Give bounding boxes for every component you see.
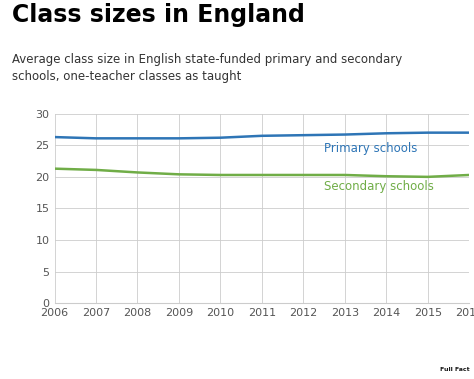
- Text: Secondary schools: Secondary schools: [324, 180, 434, 193]
- Text: Average class size in English state-funded primary and secondary
schools, one-te: Average class size in English state-fund…: [12, 53, 402, 83]
- Polygon shape: [410, 312, 472, 377]
- Text: Full Fact: Full Fact: [440, 367, 470, 372]
- Text: Primary schools: Primary schools: [324, 142, 418, 155]
- Text: Department for Education, "Schools, pupils and their characteristics:
January 20: Department for Education, "Schools, pupi…: [51, 323, 414, 346]
- Text: Source:: Source:: [10, 323, 55, 333]
- Text: Class sizes in England: Class sizes in England: [12, 3, 305, 27]
